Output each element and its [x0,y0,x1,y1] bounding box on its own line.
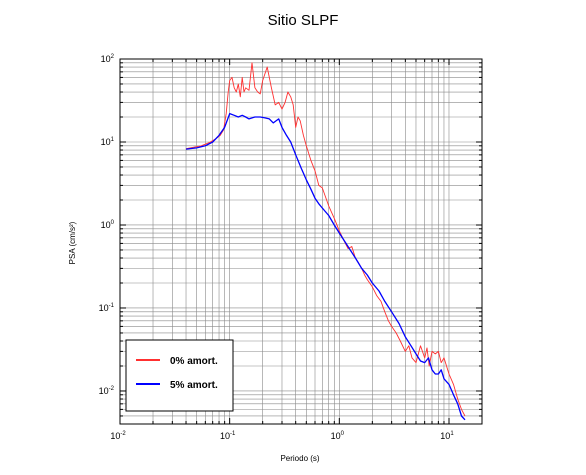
x-tick-label-0: 10-2 [110,431,126,441]
series-group [185,62,466,421]
y-tick-label-4: 102 [101,54,115,64]
x-tick-label-base-3: 10 [440,431,450,441]
y-tick-label-exp-2: 0 [111,220,115,226]
y-tick-label-base-3: 10 [101,137,111,147]
x-tick-label-base-0: 10 [110,431,120,441]
legend: 0% amort. 5% amort. [125,339,234,412]
axis-ticks [119,58,483,425]
y-tick-label-1: 10-1 [99,303,115,313]
x-tick-labels: 10-2 10-1 100 101 [110,431,454,441]
x-tick-label-base-2: 10 [331,431,341,441]
y-tick-label-base-2: 10 [101,220,111,230]
series-line-0 [185,62,466,417]
x-tick-label-exp-1: -1 [230,431,236,437]
series-line-1 [185,112,466,421]
x-tick-label-1: 10-1 [220,431,236,441]
y-tick-label-base-4: 10 [101,54,111,64]
x-tick-label-2: 100 [331,431,345,441]
y-tick-label-3: 101 [101,137,115,147]
plot-frame [119,58,483,425]
y-tick-label-exp-3: 1 [111,137,115,143]
y-tick-label-base-0: 10 [99,386,109,396]
x-tick-label-base-1: 10 [220,431,230,441]
x-tick-label-exp-3: 1 [450,431,454,437]
y-tick-label-exp-1: -1 [109,303,115,309]
y-tick-label-0: 10-2 [99,386,115,396]
y-tick-label-base-1: 10 [99,303,109,313]
chart-title: Sitio SLPF [268,12,339,29]
legend-label-1: 5% amort. [170,380,218,391]
x-tick-label-exp-0: -2 [120,431,126,437]
legend-label-0: 0% amort. [170,356,218,367]
x-axis-label: Periodo (s) [280,454,319,463]
x-tick-label-3: 101 [440,431,454,441]
x-tick-label-exp-2: 0 [341,431,345,437]
y-tick-label-exp-0: -2 [109,386,115,392]
y-tick-label-2: 100 [101,220,115,230]
y-tick-label-exp-4: 2 [111,54,115,60]
legend-box [125,339,234,412]
y-axis-label: PSA (cm/s²) [68,221,77,264]
